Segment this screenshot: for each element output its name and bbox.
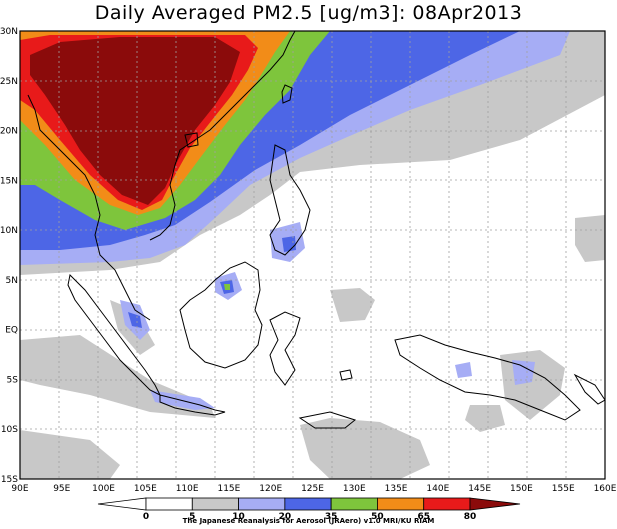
colorbar-segment	[377, 497, 425, 511]
coast-java	[159, 394, 226, 416]
y-tick-label: 15N	[0, 176, 18, 186]
y-tick-label: 5N	[6, 276, 18, 286]
y-tick-label: 20N	[0, 127, 18, 137]
field-green-borneo-core	[224, 284, 230, 290]
colorbar-segment	[284, 497, 332, 511]
y-tick-label: EQ	[5, 326, 18, 336]
colorbar-label: 10	[232, 512, 245, 522]
y-tick-label: 25N	[0, 77, 18, 87]
field-gray-center	[330, 288, 375, 322]
coast-timor	[298, 411, 357, 429]
field-darkred	[30, 37, 240, 205]
colorbar-lower-arrow	[97, 497, 147, 511]
map-title: Daily Averaged PM2.5 [ug/m3]: 08Apr2013	[94, 2, 523, 24]
colorbar-label: 20	[279, 512, 292, 522]
x-tick-label: 140E	[426, 484, 449, 494]
coast-philippines	[269, 144, 311, 256]
y-tick-label: 10N	[0, 226, 18, 236]
y-tick-label: 5S	[7, 375, 19, 385]
colorbar-label: 5	[189, 512, 195, 522]
colorbar-upper-arrow	[469, 497, 521, 511]
colorbar-label: 0	[143, 512, 149, 522]
x-tick-label: 125E	[301, 484, 324, 494]
data-credit: The Japanese Reanalysis for Aerosol (JRA…	[182, 517, 435, 525]
x-tick-label: 95E	[53, 484, 70, 494]
colorbar-segment	[145, 497, 193, 511]
x-tick-label: 90E	[11, 484, 28, 494]
coast-taiwan	[281, 84, 293, 104]
coastlines	[27, 31, 605, 429]
coast-borneo	[179, 261, 263, 369]
y-tick-label: 30N	[0, 27, 18, 37]
field-blue-phil-core	[282, 236, 296, 252]
x-tick-label: 110E	[176, 484, 199, 494]
colorbar: 0 5 10 20 35 50 65 80	[97, 497, 521, 522]
y-tick-label: 10S	[1, 425, 18, 435]
x-tick-label: 160E	[594, 484, 617, 494]
colorbar-segment	[238, 497, 286, 511]
x-tick-label: 150E	[510, 484, 533, 494]
field-gray-south-3	[300, 418, 430, 479]
field-blue-sulawesi	[455, 362, 472, 378]
concentration-fields	[20, 31, 605, 479]
y-tick-label: 15S	[1, 475, 18, 485]
x-tick-label: 115E	[217, 484, 240, 494]
colorbar-label: 35	[325, 512, 338, 522]
coast-hainan	[184, 132, 199, 148]
plot-border	[19, 30, 606, 480]
field-gray-east-2	[465, 405, 505, 432]
field-gray-ne	[575, 215, 605, 262]
colorbar-segment	[423, 497, 471, 511]
field-blue-ng	[512, 360, 535, 385]
coast-sumatra	[67, 273, 162, 397]
colorbar-segment	[191, 497, 239, 511]
coast-new-guinea	[394, 334, 581, 421]
colorbar-label: 65	[417, 512, 430, 522]
field-gray-south-2	[20, 430, 120, 479]
x-tick-label: 135E	[385, 484, 408, 494]
x-tick-label: 130E	[343, 484, 366, 494]
x-tick-label: 145E	[468, 484, 491, 494]
x-tick-label: 120E	[259, 484, 282, 494]
x-axis-labels: 90E 95E 100E 105E 110E 115E 120E 125E 130E 135E 14…	[11, 484, 616, 494]
colorbar-label: 50	[371, 512, 384, 522]
coast-mainland-asia	[27, 31, 296, 321]
coast-sri-small	[339, 369, 353, 381]
x-tick-label: 105E	[134, 484, 157, 494]
coast-bismarck	[573, 373, 605, 405]
y-axis-labels: 30N 25N 20N 15N 10N 5N EQ 5S 10S 15S	[0, 27, 18, 485]
colorbar-segment	[330, 497, 378, 511]
coast-sulawesi	[269, 311, 301, 386]
x-tick-label: 155E	[552, 484, 575, 494]
field-blue-dot-sumatra	[128, 312, 142, 328]
x-tick-label: 100E	[92, 484, 115, 494]
colorbar-label: 80	[464, 512, 477, 522]
